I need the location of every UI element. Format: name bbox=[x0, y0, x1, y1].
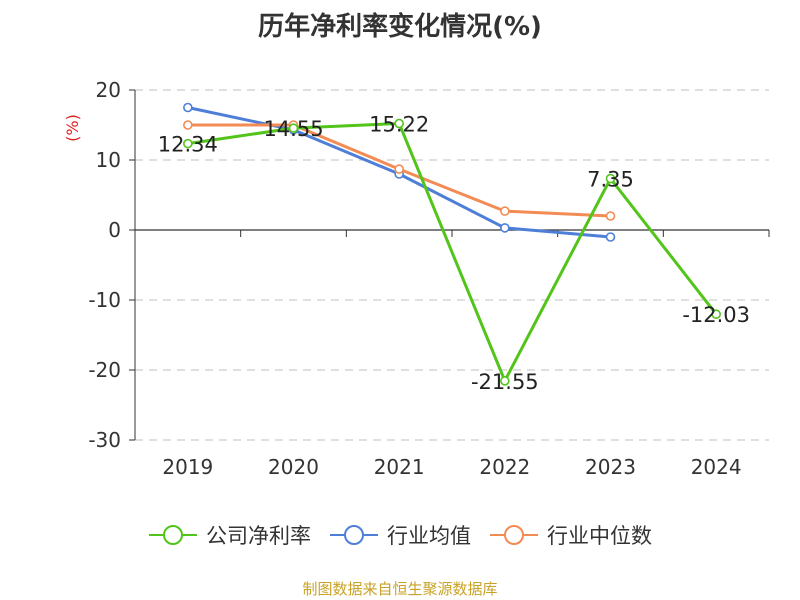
legend-line-circle-icon bbox=[490, 525, 538, 545]
legend-item-3[interactable]: 行业中位数 bbox=[489, 520, 652, 550]
x-tick-label: 2022 bbox=[479, 455, 530, 479]
y-tick-label: -10 bbox=[88, 288, 121, 312]
chart-title: 历年净利率变化情况(%) bbox=[258, 12, 542, 42]
data-point-3 bbox=[500, 206, 510, 216]
y-tick-label: -20 bbox=[88, 358, 121, 382]
legend: 公司净利率 行业均值 行业中位数 bbox=[0, 520, 800, 550]
data-point-3 bbox=[183, 120, 193, 130]
data-point-1 bbox=[394, 118, 404, 129]
data-point-1 bbox=[288, 123, 299, 133]
data-label: -21.55 bbox=[471, 370, 539, 394]
data-label: 14.55 bbox=[263, 117, 323, 141]
x-tick-label: 2023 bbox=[585, 455, 636, 479]
data-label: 7.35 bbox=[587, 168, 634, 192]
legend-label: 行业均值 bbox=[387, 524, 471, 548]
legend-line-circle-icon bbox=[149, 525, 197, 545]
data-label: -12.03 bbox=[682, 303, 750, 327]
data-label: 12.34 bbox=[158, 133, 218, 157]
data-point-1 bbox=[711, 309, 721, 320]
data-label: 15.22 bbox=[369, 112, 429, 136]
data-point-2 bbox=[183, 102, 193, 113]
data-source: 制图数据来自恒生聚源数据库 bbox=[302, 580, 498, 598]
x-tick-label: 2020 bbox=[268, 455, 319, 479]
x-tick-label: 2019 bbox=[162, 455, 213, 479]
data-point-3 bbox=[394, 164, 404, 174]
x-tick-label: 2021 bbox=[374, 455, 425, 479]
data-point-2 bbox=[605, 232, 616, 242]
data-point-1 bbox=[183, 138, 193, 149]
series-line-1 bbox=[187, 121, 718, 383]
data-point-2 bbox=[500, 223, 510, 233]
y-axis-label: (%) bbox=[63, 114, 82, 142]
y-tick-label: 10 bbox=[96, 148, 121, 172]
legend-line-circle-icon bbox=[330, 525, 378, 545]
legend-item-2[interactable]: 行业均值 bbox=[329, 520, 471, 550]
y-tick-label: 0 bbox=[108, 218, 121, 242]
data-point-1 bbox=[605, 173, 616, 184]
legend-item-1[interactable]: 公司净利率 bbox=[148, 520, 311, 550]
data-point-3 bbox=[605, 211, 616, 221]
x-tick-label: 2024 bbox=[691, 455, 742, 479]
y-tick-label: -30 bbox=[88, 428, 121, 452]
data-point-1 bbox=[500, 376, 510, 386]
legend-label: 公司净利率 bbox=[206, 524, 311, 548]
legend-label: 行业中位数 bbox=[547, 524, 652, 548]
y-tick-label: 20 bbox=[96, 78, 121, 102]
